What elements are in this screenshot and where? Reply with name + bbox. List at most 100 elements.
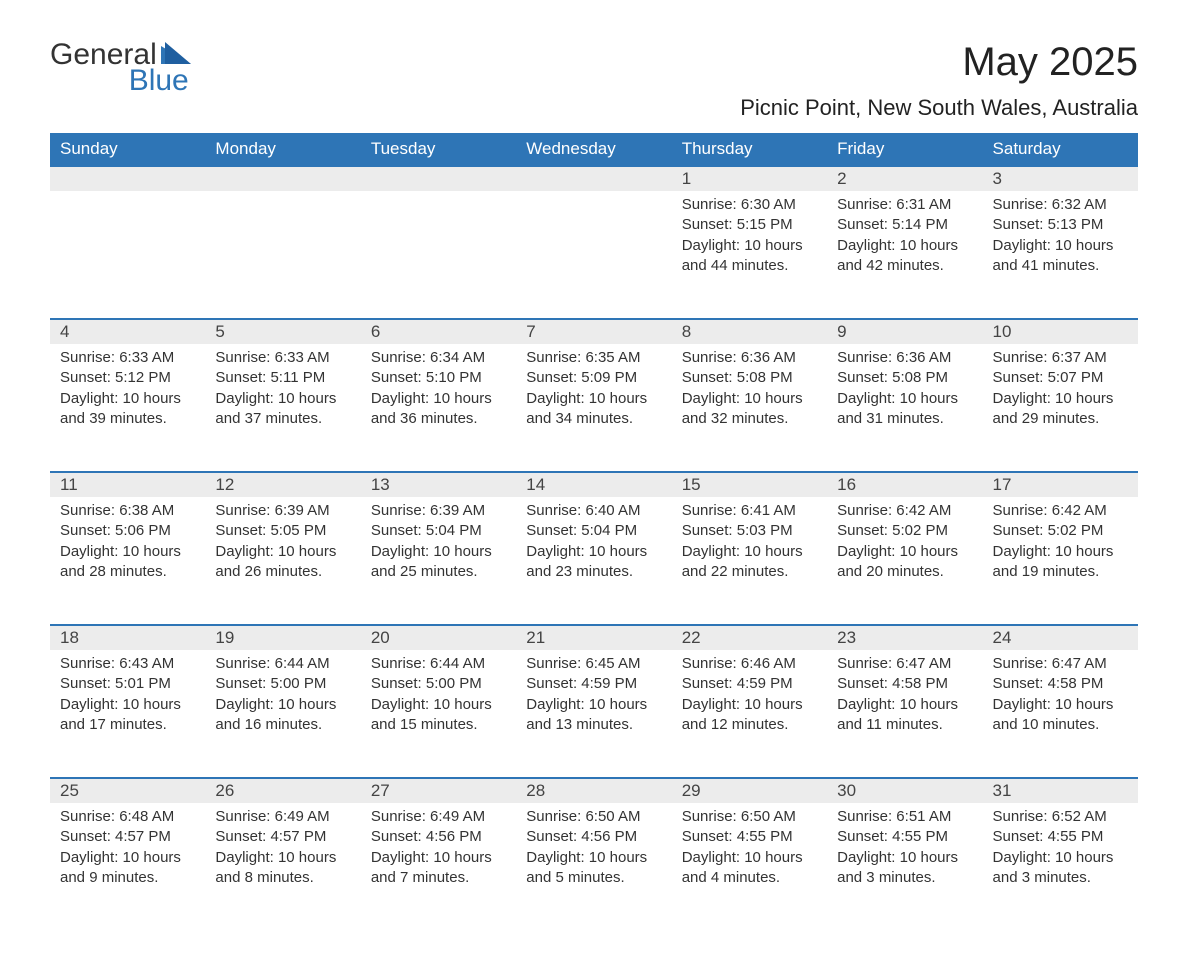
sunrise-text: Sunrise: 6:48 AM	[60, 807, 195, 827]
sunset-text: Sunset: 5:07 PM	[993, 368, 1128, 388]
day-number-cell: 23	[827, 625, 982, 650]
weekday-header: Thursday	[672, 133, 827, 166]
day-content-cell: Sunrise: 6:42 AMSunset: 5:02 PMDaylight:…	[983, 497, 1138, 625]
sunrise-text: Sunrise: 6:37 AM	[993, 348, 1128, 368]
day-content-cell: Sunrise: 6:40 AMSunset: 5:04 PMDaylight:…	[516, 497, 671, 625]
day-number-cell: 29	[672, 778, 827, 803]
daylight-text: Daylight: 10 hours and 31 minutes.	[837, 389, 972, 430]
daylight-text: Daylight: 10 hours and 3 minutes.	[993, 848, 1128, 889]
sunrise-text: Sunrise: 6:46 AM	[682, 654, 817, 674]
daynum-row: 123	[50, 166, 1138, 191]
day-number-cell: 11	[50, 472, 205, 497]
sunrise-text: Sunrise: 6:49 AM	[371, 807, 506, 827]
day-number-cell: 7	[516, 319, 671, 344]
day-content-cell: Sunrise: 6:51 AMSunset: 4:55 PMDaylight:…	[827, 803, 982, 931]
content-row: Sunrise: 6:33 AM Sunset: 5:12 PM Daylight:…	[50, 344, 1138, 472]
daylight-text: Daylight: 10 hours and 22 minutes.	[682, 542, 817, 583]
sunrise-text: Sunrise: 6:33 AM	[215, 348, 350, 368]
content-row: Sunrise: 6:43 AMSunset: 5:01 PMDaylight:…	[50, 650, 1138, 778]
header: General Blue May 2025 Picnic Point, New …	[50, 40, 1138, 121]
day-number-cell	[516, 166, 671, 191]
daylight-text: Daylight: 10 hours and 25 minutes.	[371, 542, 506, 583]
daylight-text: Daylight: 10 hours and 20 minutes.	[837, 542, 972, 583]
sunset-text: Sunset: 4:58 PM	[993, 674, 1128, 694]
day-content-cell: Sunrise: 6:35 AMSunset: 5:09 PMDaylight:…	[516, 344, 671, 472]
day-number-cell: 13	[361, 472, 516, 497]
day-number-cell: 18	[50, 625, 205, 650]
day-content-cell	[361, 191, 516, 319]
sunset-text: Sunset: 5:10 PM	[371, 368, 506, 388]
sunrise-text: Sunrise: 6:47 AM	[993, 654, 1128, 674]
day-content-cell	[50, 191, 205, 319]
daylight-text: Daylight: 10 hours and 3 minutes.	[837, 848, 972, 889]
sunset-text: Sunset: 5:04 PM	[526, 521, 661, 541]
day-number-cell: 25	[50, 778, 205, 803]
day-number-cell: 6	[361, 319, 516, 344]
sunset-text: Sunset: 4:56 PM	[371, 827, 506, 847]
day-content-cell: Sunrise: 6:49 AMSunset: 4:56 PMDaylight:…	[361, 803, 516, 931]
sunrise-text: Sunrise: 6:50 AM	[682, 807, 817, 827]
day-number-cell: 8	[672, 319, 827, 344]
day-number-cell: 2	[827, 166, 982, 191]
sunrise-text: Sunrise: 6:39 AM	[215, 501, 350, 521]
sunrise-text: Sunrise: 6:47 AM	[837, 654, 972, 674]
daylight-text: Daylight: 10 hours and 17 minutes.	[60, 695, 195, 736]
sunset-text: Sunset: 4:59 PM	[682, 674, 817, 694]
daylight-text: Daylight: 10 hours and 26 minutes.	[215, 542, 350, 583]
sunset-text: Sunset: 4:58 PM	[837, 674, 972, 694]
month-title: May 2025	[740, 40, 1138, 85]
day-content-cell: Sunrise: 6:41 AMSunset: 5:03 PMDaylight:…	[672, 497, 827, 625]
day-number-cell: 22	[672, 625, 827, 650]
day-number-cell: 20	[361, 625, 516, 650]
location: Picnic Point, New South Wales, Australia	[740, 95, 1138, 121]
sunset-text: Sunset: 4:56 PM	[526, 827, 661, 847]
daylight-text: Daylight: 10 hours and 12 minutes.	[682, 695, 817, 736]
day-content-cell: Sunrise: 6:49 AMSunset: 4:57 PMDaylight:…	[205, 803, 360, 931]
sunset-text: Sunset: 5:00 PM	[371, 674, 506, 694]
calendar-body: 123Sunrise: 6:30 AMSunset: 5:15 PMDaylig…	[50, 166, 1138, 931]
daynum-row: 11121314151617	[50, 472, 1138, 497]
day-number-cell: 26	[205, 778, 360, 803]
day-content-cell: Sunrise: 6:46 AMSunset: 4:59 PMDaylight:…	[672, 650, 827, 778]
sunrise-text: Sunrise: 6:49 AM	[215, 807, 350, 827]
daylight-text: Daylight: 10 hours and 29 minutes.	[993, 389, 1128, 430]
sunrise-text: Sunrise: 6:44 AM	[215, 654, 350, 674]
daylight-text: Daylight: 10 hours and 23 minutes.	[526, 542, 661, 583]
sunrise-text: Sunrise: 6:34 AM	[371, 348, 506, 368]
sunset-text: Sunset: 5:12 PM	[60, 368, 195, 388]
sunset-text: Sunset: 5:02 PM	[837, 521, 972, 541]
daylight-text: Daylight: 10 hours and 41 minutes.	[993, 236, 1128, 277]
sunrise-text: Sunrise: 6:42 AM	[993, 501, 1128, 521]
day-content-cell: Sunrise: 6:50 AMSunset: 4:56 PMDaylight:…	[516, 803, 671, 931]
sunrise-text: Sunrise: 6:31 AM	[837, 195, 972, 215]
day-content-cell: Sunrise: 6:38 AMSunset: 5:06 PMDaylight:…	[50, 497, 205, 625]
sunset-text: Sunset: 5:03 PM	[682, 521, 817, 541]
day-number-cell: 5	[205, 319, 360, 344]
daylight-text: Daylight: 10 hours and 44 minutes.	[682, 236, 817, 277]
day-content-cell: Sunrise: 6:50 AMSunset: 4:55 PMDaylight:…	[672, 803, 827, 931]
day-content-cell: Sunrise: 6:45 AMSunset: 4:59 PMDaylight:…	[516, 650, 671, 778]
day-content-cell: Sunrise: 6:43 AMSunset: 5:01 PMDaylight:…	[50, 650, 205, 778]
sunset-text: Sunset: 4:55 PM	[993, 827, 1128, 847]
day-number-cell: 16	[827, 472, 982, 497]
daynum-row: 18192021222324	[50, 625, 1138, 650]
sunset-text: Sunset: 4:55 PM	[837, 827, 972, 847]
sunrise-text: Sunrise: 6:39 AM	[371, 501, 506, 521]
daylight-text: Daylight: 10 hours and 8 minutes.	[215, 848, 350, 889]
sunrise-text: Sunrise: 6:44 AM	[371, 654, 506, 674]
sunrise-text: Sunrise: 6:52 AM	[993, 807, 1128, 827]
weekday-header: Sunday	[50, 133, 205, 166]
sunrise-text: Sunrise: 6:32 AM	[993, 195, 1128, 215]
content-row: Sunrise: 6:30 AMSunset: 5:15 PMDaylight:…	[50, 191, 1138, 319]
sunrise-text: Sunrise: 6:30 AM	[682, 195, 817, 215]
daylight-text: Daylight: 10 hours and 7 minutes.	[371, 848, 506, 889]
daylight-text: Daylight: 10 hours and 34 minutes.	[526, 389, 661, 430]
day-content-cell: Sunrise: 6:34 AMSunset: 5:10 PMDaylight:…	[361, 344, 516, 472]
sunrise-text: Sunrise: 6:40 AM	[526, 501, 661, 521]
daylight-text: Daylight: 10 hours and 37 minutes.	[215, 389, 350, 430]
day-content-cell: Sunrise: 6:32 AMSunset: 5:13 PMDaylight:…	[983, 191, 1138, 319]
day-number-cell: 28	[516, 778, 671, 803]
daynum-row: 45678910	[50, 319, 1138, 344]
day-content-cell: Sunrise: 6:37 AMSunset: 5:07 PMDaylight:…	[983, 344, 1138, 472]
sunset-text: Sunset: 5:15 PM	[682, 215, 817, 235]
